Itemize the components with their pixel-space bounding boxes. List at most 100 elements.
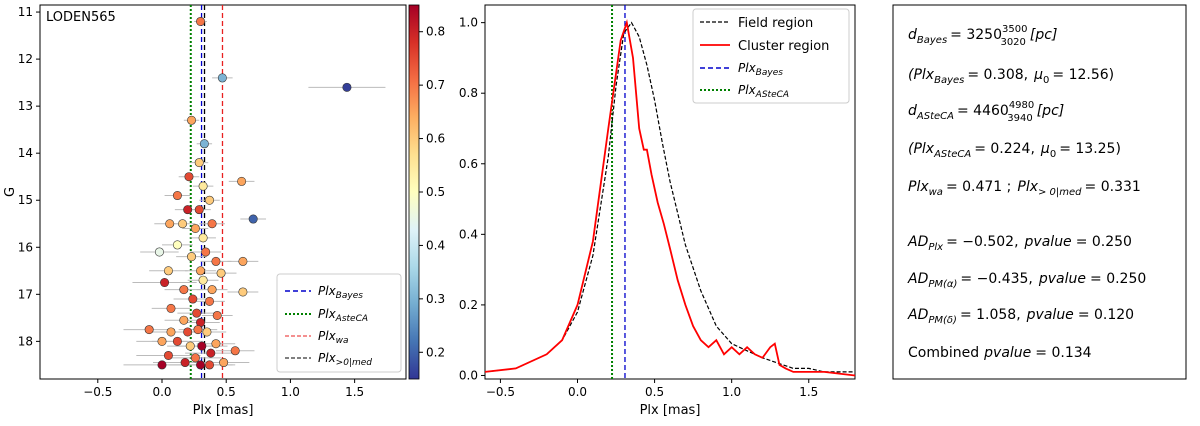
left-y-tick-label: 13	[18, 99, 33, 113]
left-x-tick-label: 1.0	[281, 385, 300, 399]
scatter-point	[187, 252, 197, 262]
scatter-point	[196, 266, 206, 276]
mid-y-tick-label: 0.0	[459, 368, 478, 382]
legend-bayes-label: PlxBayes	[318, 284, 363, 301]
legend-wa-label: Plxwa	[318, 329, 349, 346]
mid-y-tick-label: 0.8	[459, 86, 478, 100]
scatter-point	[165, 219, 175, 229]
scatter-point	[194, 205, 204, 215]
left-y-axis-label: G	[3, 187, 18, 197]
mid-y-ticks: 0.0 0.2 0.4 0.6 0.8 1.0	[459, 16, 485, 382]
scatter-point	[160, 278, 170, 288]
colorbar-ticks: 0.2 0.3 0.4 0.5 0.6 0.7 0.8	[419, 25, 445, 359]
scatter-point	[230, 346, 240, 356]
scatter-point	[202, 327, 212, 337]
scatter-point	[207, 219, 217, 229]
scatter-point	[179, 285, 189, 295]
scatter-point	[205, 195, 215, 205]
mid-x-tick-label: 0.5	[645, 385, 664, 399]
scatter-point	[163, 350, 173, 360]
legend-med-label: Plx>0|med	[318, 351, 372, 368]
scatter-point	[212, 310, 222, 320]
mid-x-tick-label: 0.0	[568, 385, 587, 399]
left-y-tick-label: 12	[18, 52, 33, 66]
scatter-point	[166, 303, 176, 313]
scatter-point	[198, 275, 208, 285]
scatter-point	[179, 315, 189, 325]
scatter-point	[157, 336, 167, 346]
left-y-ticks: 11 12 13 14 15 16 17 18	[18, 5, 40, 348]
scatter-point	[190, 223, 200, 233]
scatter-point	[154, 247, 164, 257]
left-y-tick-label: 16	[18, 240, 33, 254]
scatter-point	[180, 358, 190, 368]
field-region-curve	[484, 21, 855, 373]
mid-y-tick-label: 0.2	[459, 298, 478, 312]
scatter-point	[216, 268, 226, 278]
ad-pma-line: ADPM(α) = −0.435, pvalue = 0.250	[907, 271, 1146, 290]
plx-bayes-line: (PlxBayes = 0.308, μ0 = 12.56)	[908, 67, 1114, 86]
legend-field-label: Field region	[738, 16, 813, 31]
mid-legend: Field region Cluster region PlxBayes Plx…	[692, 8, 850, 104]
left-y-tick-label: 11	[18, 5, 33, 19]
scatter-point	[166, 327, 176, 337]
scatter-point	[198, 233, 208, 243]
left-points	[144, 16, 352, 370]
scatter-point	[248, 214, 258, 224]
density-panel: −0.5 0.0 0.5 1.0 1.5 0.0 0.2 0.4 0.6 0.8 1.0 Plx …	[459, 4, 856, 418]
left-vertical-lines	[189, 5, 224, 379]
scatter-point	[144, 325, 154, 335]
scatter-point	[342, 82, 352, 92]
ad-plx-line: ADPlx = −0.502, pvalue = 0.250	[907, 234, 1132, 253]
scatter-point	[178, 219, 188, 229]
colorbar-tick-label: 0.2	[426, 345, 445, 359]
scatter-point	[157, 360, 167, 370]
left-x-tick-label: 0.0	[152, 385, 171, 399]
scatter-point	[196, 360, 206, 370]
legend-mid-asteca-label: PlxASteCA	[738, 83, 789, 100]
scatter-point	[163, 266, 173, 276]
left-y-tick-label: 17	[18, 287, 33, 301]
scatter-point	[188, 294, 198, 304]
cluster-region-curve	[484, 19, 856, 377]
legend-asteca-label: PlxAsteCA	[318, 307, 368, 324]
colorbar-tick-label: 0.7	[426, 78, 445, 92]
mid-x-axis-label: Plx [mas]	[640, 403, 701, 418]
stats-info-box: dBayes = 32503500 3020 [pc] (PlxBayes = 0.30…	[892, 4, 1187, 380]
scatter-point	[198, 181, 208, 191]
scatter-point	[172, 240, 182, 250]
left-legend: PlxBayes PlxAsteCA Plxwa Plx>0|med	[276, 273, 402, 373]
combined-pvalue-line: Combined pvalue = 0.134	[908, 345, 1092, 361]
left-x-tick-label: 0.5	[217, 385, 236, 399]
d-asteca-line: dASteCA = 44604980 3940 [pc]	[908, 100, 1064, 124]
plx-asteca-line: (PlxASteCA = 0.224, μ0 = 13.25)	[908, 141, 1121, 160]
scatter-point	[187, 115, 197, 125]
scatter-point	[211, 339, 221, 349]
plx-wa-med-line: Plxwa = 0.471 ; Plx> 0|med = 0.331	[908, 179, 1141, 198]
scatter-point	[183, 327, 193, 337]
scatter-point	[190, 353, 200, 363]
mid-x-ticks: −0.5 0.0 0.5 1.0 1.5	[486, 379, 818, 399]
left-x-axis-label: Plx [mas]	[193, 403, 254, 418]
scatter-point	[184, 172, 194, 182]
mid-vertical-lines	[611, 5, 626, 379]
left-scatter-panel: −0.5 0.0 0.5 1.0 1.5 11 12 13 14 15 16 17 18 LODEN5…	[3, 4, 407, 418]
left-legend-box	[276, 273, 402, 373]
left-y-tick-label: 14	[18, 146, 33, 160]
d-bayes-line: dBayes = 32503500 3020 [pc]	[908, 24, 1057, 48]
left-y-tick-label: 18	[18, 334, 33, 348]
scatter-point	[238, 256, 248, 266]
scatter-point	[217, 73, 227, 83]
colorbar-tick-label: 0.5	[426, 185, 445, 199]
legend-cluster-label: Cluster region	[738, 39, 829, 54]
scatter-point	[183, 205, 193, 215]
mid-y-tick-label: 0.4	[459, 227, 478, 241]
scatter-point	[194, 158, 204, 168]
colorbar: 0.2 0.3 0.4 0.5 0.6 0.7 0.8	[408, 4, 445, 380]
scatter-point	[211, 256, 221, 266]
scatter-point	[199, 139, 209, 149]
mid-y-tick-label: 0.6	[459, 157, 478, 171]
info-box-frame	[892, 4, 1187, 380]
scatter-point	[192, 308, 202, 318]
left-x-tick-label: −0.5	[83, 385, 112, 399]
